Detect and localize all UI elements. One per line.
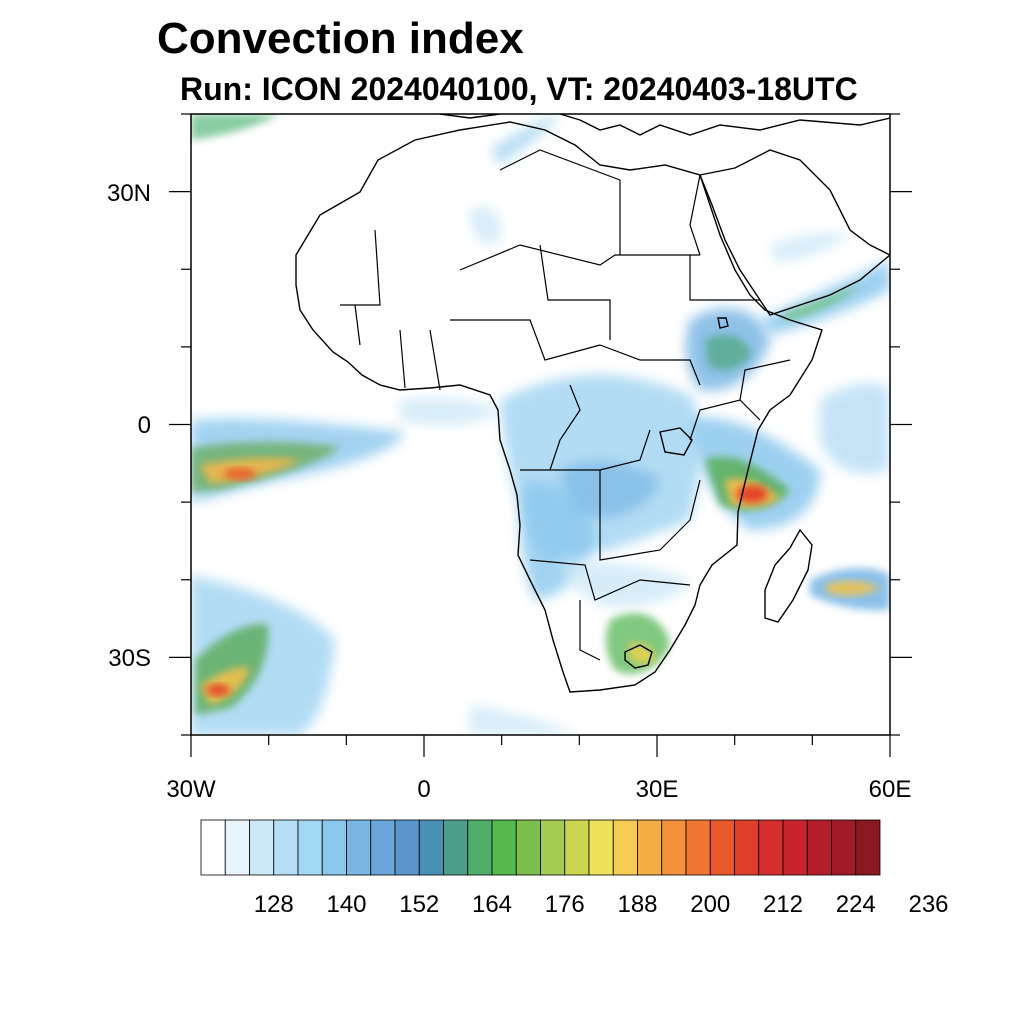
colorbar-swatch xyxy=(637,819,663,876)
field-red-sea-patch xyxy=(490,114,560,165)
colorbar-swatch xyxy=(370,819,396,876)
colorbar-label: 188 xyxy=(617,891,657,918)
axis-ticks xyxy=(169,113,912,757)
border-2 xyxy=(459,244,700,271)
colorbar-swatch xyxy=(346,819,372,876)
colorbar-swatch xyxy=(467,819,493,876)
colorbar-swatch xyxy=(321,819,347,876)
border-11 xyxy=(529,559,691,601)
colorbar-swatch xyxy=(249,819,275,876)
arabia-coast xyxy=(699,149,890,316)
y-tick-label-30n: 30N xyxy=(107,180,151,207)
colorbar-labels: 128 140 152 164 176 188 200 212 224 236 xyxy=(254,891,949,918)
colorbar xyxy=(200,819,881,876)
field-arabian-band-core xyxy=(780,285,860,320)
field-south-ocean-patch xyxy=(470,705,580,735)
colorbar-swatch xyxy=(297,819,323,876)
field-arabia-patch xyxy=(770,233,850,262)
figure-subtitle: Run: ICON 2024040100, VT: 20240403-18UTC xyxy=(180,71,858,107)
x-tick-label-30e: 30E xyxy=(636,776,679,803)
border-12 xyxy=(579,600,601,661)
colorbar-swatch xyxy=(685,819,711,876)
x-tick-label-0: 0 xyxy=(417,776,430,803)
colorbar-swatch xyxy=(443,819,469,876)
field-ethiopia-core xyxy=(705,335,752,371)
country-borders xyxy=(340,149,791,661)
colorbar-swatch xyxy=(855,819,881,876)
field-west-africa xyxy=(400,398,500,426)
colorbar-swatch xyxy=(200,819,226,876)
colorbar-swatch xyxy=(734,819,760,876)
border-6 xyxy=(450,319,601,361)
colorbar-swatch xyxy=(273,819,299,876)
colorbar-label: 236 xyxy=(908,891,948,918)
colorbar-swatch xyxy=(661,819,687,876)
border-5 xyxy=(539,244,611,340)
field-congo-core xyxy=(560,461,660,519)
field-indian-ocean-east xyxy=(820,383,890,474)
border-7 xyxy=(599,344,701,386)
colorbar-label: 164 xyxy=(472,891,512,918)
colorbar-swatch xyxy=(540,819,566,876)
colorbar-swatch xyxy=(418,819,444,876)
figure-title: Convection index xyxy=(157,14,524,63)
colorbar-label: 176 xyxy=(545,891,585,918)
x-tick-label-30w: 30W xyxy=(166,776,216,803)
colorbar-swatch xyxy=(806,819,832,876)
colorbar-swatch xyxy=(612,819,638,876)
coastlines xyxy=(295,114,890,693)
border-10 xyxy=(599,470,701,561)
europe-coast xyxy=(439,114,890,136)
border-9 xyxy=(549,384,581,471)
colorbar-swatch xyxy=(758,819,784,876)
colorbar-label: 128 xyxy=(254,891,294,918)
border-14 xyxy=(739,359,791,401)
colorbar-swatch xyxy=(394,819,420,876)
colorbar-label: 152 xyxy=(399,891,439,918)
field-southern-africa-light xyxy=(560,560,690,607)
lake-victoria xyxy=(659,427,693,456)
colorbar-label: 200 xyxy=(690,891,730,918)
colorbar-swatch xyxy=(515,819,541,876)
border-13 xyxy=(689,399,761,441)
colorbar-label: 224 xyxy=(836,891,876,918)
colorbar-swatch xyxy=(564,819,590,876)
border-15 xyxy=(399,329,406,389)
lake-tana xyxy=(717,317,729,329)
border-17 xyxy=(354,304,361,346)
border-16 xyxy=(429,329,441,391)
border-8 xyxy=(520,429,651,471)
lesotho xyxy=(624,644,653,669)
border-3 xyxy=(499,149,621,181)
africa-coast xyxy=(295,121,823,693)
x-tick-label-60e: 60E xyxy=(869,776,912,803)
field-mauritius-core xyxy=(825,580,880,596)
colorbar-swatch xyxy=(491,819,517,876)
colorbar-label: 212 xyxy=(763,891,803,918)
colorbar-swatch xyxy=(831,819,857,876)
colorbar-swatch xyxy=(224,819,250,876)
convection-field xyxy=(191,114,890,735)
y-tick-label-30s: 30S xyxy=(108,645,151,672)
colorbar-label: 140 xyxy=(326,891,366,918)
y-tick-label-0: 0 xyxy=(138,412,151,439)
border-1 xyxy=(340,229,381,306)
field-sahara-patch-1 xyxy=(470,206,501,244)
field-nw-corner xyxy=(191,114,280,140)
field-south-atlantic-max xyxy=(206,684,230,696)
field-south-africa-core xyxy=(628,643,655,665)
field-atlantic-band-max xyxy=(224,468,256,480)
border-18 xyxy=(689,255,760,301)
madagascar xyxy=(764,528,813,623)
colorbar-swatch xyxy=(709,819,735,876)
colorbar-swatch xyxy=(782,819,808,876)
colorbar-swatch xyxy=(588,819,614,876)
border-19 xyxy=(689,174,701,256)
